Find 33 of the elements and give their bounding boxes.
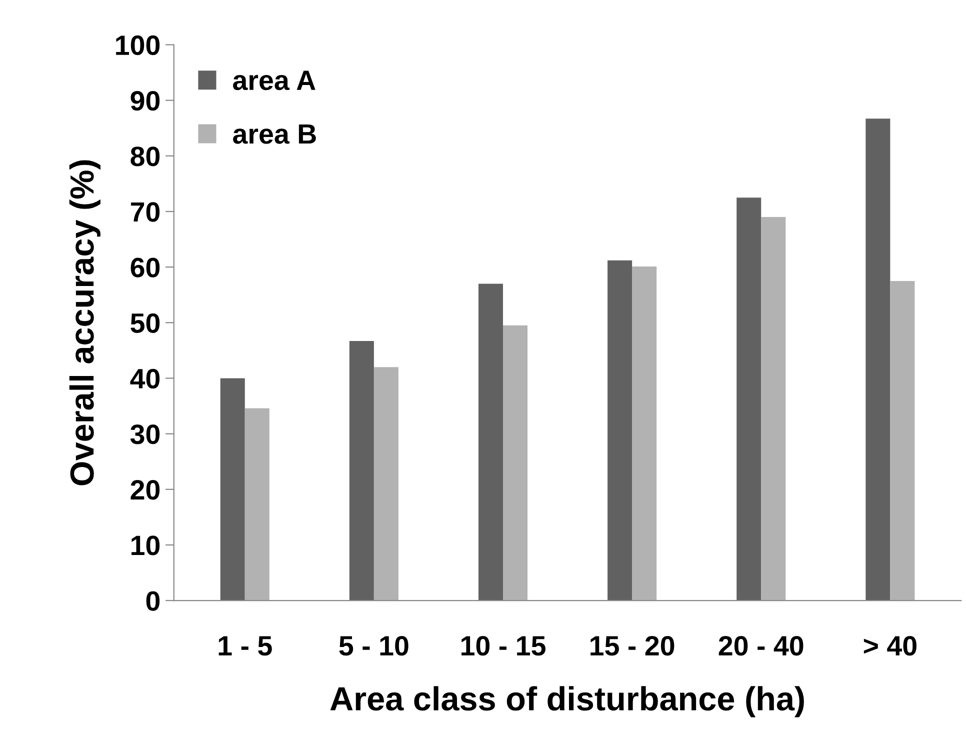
x-tick-label: 10 - 15 <box>462 636 546 656</box>
y-tick-label: 50 <box>130 313 160 333</box>
x-tick-label: 20 - 40 <box>718 636 804 656</box>
y-axis-title: Overall accuracy (%) <box>69 160 100 486</box>
y-tick-label: 100 <box>116 35 160 56</box>
y-tick-label: 70 <box>130 202 160 222</box>
x-tick-label: 1 - 5 <box>218 636 272 656</box>
bar <box>244 408 270 601</box>
bar <box>736 198 762 601</box>
bar <box>478 284 503 601</box>
y-tick-label: 0 <box>146 591 160 611</box>
legend-label: area A <box>233 70 316 90</box>
legend-label: area B <box>233 124 316 144</box>
bar <box>761 217 786 601</box>
bar <box>608 260 632 601</box>
x-tick-label: 5 - 10 <box>339 636 408 656</box>
y-tick-label: 60 <box>130 258 160 278</box>
x-tick-label: > 40 <box>864 636 916 656</box>
x-axis-title: Area class of disturbance (ha) <box>330 686 804 718</box>
bar <box>632 266 657 601</box>
bar <box>866 118 890 601</box>
y-tick-label: 90 <box>130 91 160 111</box>
bar <box>890 280 915 601</box>
bar <box>349 340 374 601</box>
bar <box>220 378 245 601</box>
x-tick-label: 15 - 20 <box>590 636 674 656</box>
y-tick-label: 40 <box>130 368 160 389</box>
y-tick-label: 30 <box>130 424 160 444</box>
bar <box>374 367 398 601</box>
y-tick-label: 80 <box>130 146 160 166</box>
y-tick-label: 20 <box>130 480 160 500</box>
bar <box>502 325 528 601</box>
y-tick-label: 10 <box>132 536 160 556</box>
